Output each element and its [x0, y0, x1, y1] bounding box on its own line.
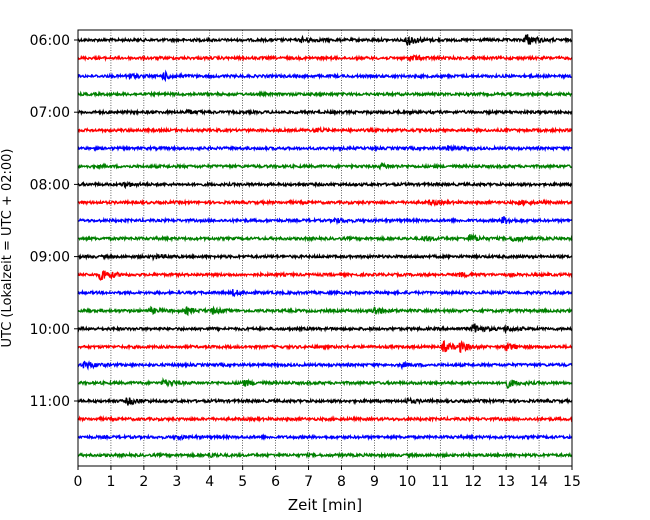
x-tick-label: 11: [431, 474, 449, 490]
trace-layer: [77, 34, 573, 460]
seismic-trace-18: [77, 339, 573, 354]
x-tick-label: 7: [304, 474, 313, 490]
y-tick-label: 08:00: [30, 177, 70, 193]
seismic-trace-23: [77, 433, 573, 442]
x-tick-label: 9: [370, 474, 379, 490]
seismic-trace-19: [77, 360, 573, 371]
x-tick-label: 8: [337, 474, 346, 490]
y-axis-label: UTC (Lokalzeit = UTC + 02:00): [0, 149, 15, 348]
grid-lines: [110, 30, 540, 466]
seismic-trace-16: [77, 305, 573, 317]
seismic-trace-8: [77, 162, 573, 171]
seismic-trace-9: [77, 180, 573, 190]
y-axis-ticks: 06:00 07:00 08:00 09:00 10:00 11:00: [30, 33, 78, 410]
x-tick-label: 12: [464, 474, 482, 490]
seismic-trace-22: [77, 415, 573, 423]
seismic-trace-4: [77, 90, 573, 99]
x-tick-label: 0: [74, 474, 83, 490]
seismic-trace-3: [77, 69, 573, 83]
y-tick-label: 06:00: [30, 33, 70, 49]
seismic-trace-17: [77, 323, 573, 335]
x-tick-label: 3: [172, 474, 181, 490]
seismic-trace-7: [77, 144, 573, 153]
y-tick-label: 09:00: [30, 250, 70, 266]
seismic-trace-12: [77, 233, 573, 244]
seismic-trace-20: [77, 377, 573, 389]
seismic-trace-6: [77, 125, 573, 135]
seismic-trace-21: [77, 396, 573, 406]
y-tick-label: 07:00: [30, 105, 70, 121]
y-tick-label: 11:00: [30, 394, 70, 410]
x-tick-label: 1: [106, 474, 115, 490]
x-tick-label: 10: [398, 474, 416, 490]
y-tick-label: 10:00: [30, 322, 70, 338]
x-tick-label: 6: [271, 474, 280, 490]
seismic-trace-14: [77, 269, 573, 281]
seismic-trace-13: [77, 252, 573, 262]
x-tick-label: 13: [497, 474, 515, 490]
seismic-trace-11: [77, 216, 573, 226]
plot-frame: [77, 29, 573, 467]
x-tick-label: 14: [530, 474, 548, 490]
x-axis-label: Zeit [min]: [288, 496, 362, 514]
seismic-trace-15: [77, 288, 573, 298]
seismic-trace-10: [77, 198, 573, 207]
x-tick-label: 2: [139, 474, 148, 490]
x-tick-label: 15: [563, 474, 581, 490]
seismic-trace-2: [77, 53, 573, 63]
x-tick-label: 5: [238, 474, 247, 490]
seismic-trace-24: [77, 451, 573, 460]
seismic-trace-5: [77, 108, 573, 117]
x-tick-label: 4: [205, 474, 214, 490]
seismic-trace-1: [77, 34, 573, 46]
x-axis-ticks: 0 1 2 3 4 5 6 7 8 9 10 11 12 13 14 15: [74, 466, 581, 490]
